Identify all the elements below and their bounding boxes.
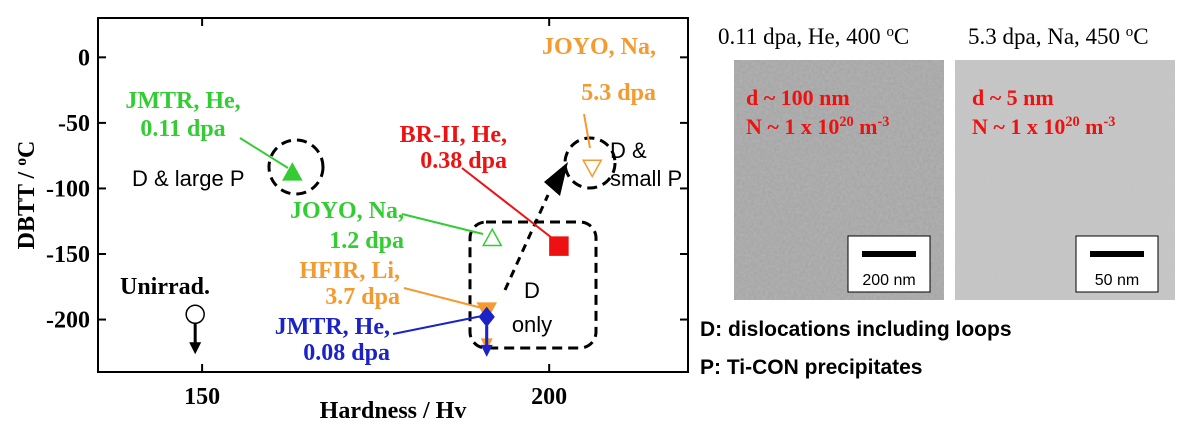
x-axis-label: Hardness / Hv bbox=[320, 398, 467, 424]
highlight-circle bbox=[269, 140, 323, 194]
point-label: 5.3 dpa bbox=[581, 80, 656, 106]
note: P: Ti-CON precipitates bbox=[700, 356, 923, 379]
density-label: N ~ 1 x 1020 m-3 bbox=[746, 114, 889, 139]
x-tick-label: 150 bbox=[184, 384, 220, 410]
y-tick-label: -50 bbox=[58, 111, 90, 137]
note: D: dislocations including loops bbox=[700, 318, 1012, 341]
leader-line bbox=[584, 114, 590, 148]
plot-frame bbox=[98, 18, 688, 372]
figure: 150 200 0 -50 -100 -150 -200 Hardness / Hv DBTT … bbox=[0, 0, 1190, 426]
density-label: N ~ 1 x 1020 m-3 bbox=[972, 114, 1115, 139]
trend-arrowhead bbox=[544, 162, 568, 196]
point-label: 3.7 dpa bbox=[325, 284, 400, 310]
micrograph-title: 5.3 dpa, Na, 450 oC bbox=[968, 24, 1149, 49]
micrograph-title-part: C bbox=[894, 24, 909, 49]
upper-limit-arrowhead bbox=[481, 345, 493, 357]
annotation: D & large P bbox=[132, 166, 245, 191]
point-label: JOYO, Na, bbox=[290, 198, 404, 224]
data-point bbox=[186, 305, 204, 323]
annotation: D & bbox=[610, 138, 647, 163]
leader-line bbox=[240, 138, 288, 168]
point-label: HFIR, Li, bbox=[299, 258, 400, 284]
y-axis-label: DBTT / oC bbox=[13, 141, 41, 250]
size-label: d ~ 100 nm bbox=[746, 85, 850, 110]
upper-limit-arrowhead bbox=[189, 342, 201, 354]
size-label: d ~ 5 nm bbox=[972, 85, 1054, 110]
density-label-part: -3 bbox=[877, 114, 889, 130]
data-point bbox=[583, 160, 601, 176]
point-label: JMTR, He, bbox=[275, 314, 390, 340]
data-point bbox=[550, 237, 568, 255]
micrograph-title-part: C bbox=[1133, 24, 1148, 49]
leader-line bbox=[402, 214, 483, 234]
y-tick-label: -100 bbox=[46, 176, 90, 202]
scale-bar bbox=[1090, 251, 1144, 257]
data-point bbox=[483, 229, 501, 245]
density-label-part: 20 bbox=[1065, 114, 1079, 130]
y-tick-label: -200 bbox=[46, 308, 90, 334]
y-axis-label-part: o bbox=[13, 158, 30, 166]
density-label-part: m bbox=[854, 114, 878, 139]
micrograph-title-part: o bbox=[1126, 24, 1133, 40]
point-label: 1.2 dpa bbox=[329, 228, 404, 254]
point-label: JMTR, He, bbox=[125, 88, 240, 114]
point-label: 0.11 dpa bbox=[140, 116, 225, 142]
y-axis-label-part: DBTT / bbox=[14, 166, 40, 250]
scale-bar bbox=[862, 251, 916, 257]
scale-bar-label: 50 nm bbox=[1095, 272, 1139, 289]
density-label-part: N ~ 1 x 10 bbox=[972, 114, 1065, 139]
density-label-part: -3 bbox=[1103, 114, 1115, 130]
micrograph-title: 0.11 dpa, He, 400 oC bbox=[718, 24, 909, 49]
density-label-part: m bbox=[1080, 114, 1104, 139]
annotation: only bbox=[512, 312, 552, 337]
annotation: D bbox=[524, 278, 540, 303]
micrograph-title-part: 5.3 dpa, Na, 450 bbox=[968, 24, 1126, 49]
annotation: small P bbox=[610, 166, 682, 191]
leader-line bbox=[462, 168, 552, 238]
density-label-part: 20 bbox=[839, 114, 853, 130]
y-tick-label: 0 bbox=[78, 45, 90, 71]
point-label: 0.08 dpa bbox=[303, 340, 390, 366]
y-tick-label: -150 bbox=[46, 242, 90, 268]
trend-arrow bbox=[505, 195, 548, 290]
density-label-part: N ~ 1 x 10 bbox=[746, 114, 839, 139]
point-label: JOYO, Na, bbox=[542, 34, 656, 60]
micrograph-title-part: o bbox=[886, 24, 893, 40]
point-label: Unirrad. bbox=[120, 274, 210, 300]
point-label: 0.38 dpa bbox=[420, 148, 507, 174]
x-tick-label: 200 bbox=[531, 384, 567, 410]
micrograph-title-part: 0.11 dpa, He, 400 bbox=[718, 24, 886, 49]
point-label: BR-II, He, bbox=[400, 122, 507, 148]
scale-bar-label: 200 nm bbox=[862, 272, 915, 289]
y-axis-label-part: C bbox=[14, 141, 40, 158]
